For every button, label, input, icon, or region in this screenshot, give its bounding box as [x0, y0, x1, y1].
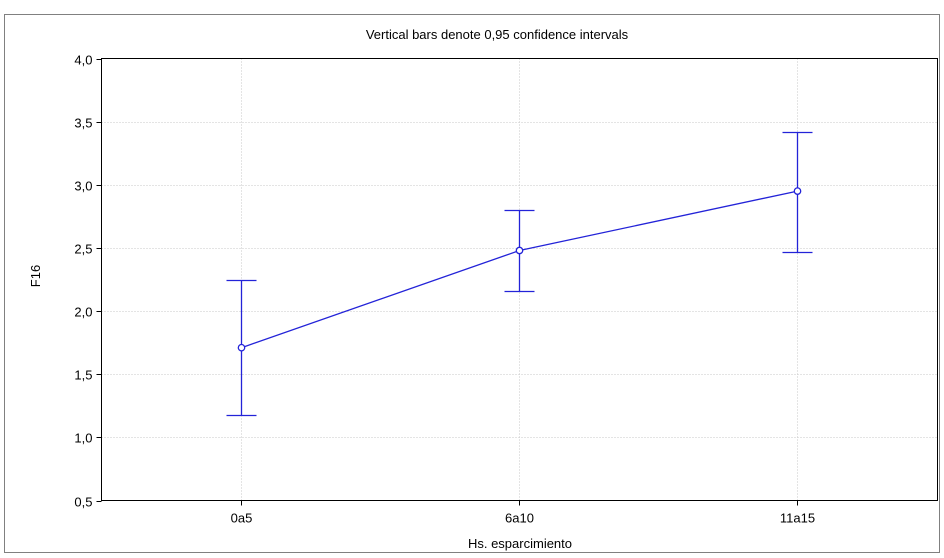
- plot-area-frame: [101, 58, 938, 501]
- y-tick-label: 3,5: [74, 116, 92, 131]
- y-tick-label: 4,0: [74, 53, 92, 68]
- data-point: [237, 343, 246, 352]
- series-layer: [226, 131, 813, 417]
- y-tick-label: 2,0: [74, 305, 92, 320]
- x-axis-title: Hs. esparcimiento: [468, 536, 572, 551]
- x-tick-label: 6a10: [505, 511, 534, 526]
- tick-layer: 0,5 1,0 1,5 2,0 2,5 3,0 3,5 4,0 0a5 6a10 11a15: [74, 53, 815, 526]
- data-point: [515, 246, 524, 255]
- outer-border: [4, 14, 940, 553]
- data-point: [793, 187, 802, 195]
- x-tick-label: 11a15: [780, 511, 815, 526]
- y-axis-title: F16: [28, 265, 43, 287]
- y-tick-label: 3,0: [74, 179, 92, 194]
- y-tick-label: 1,5: [74, 368, 92, 383]
- x-tick-label: 0a5: [231, 511, 253, 526]
- y-tick-label: 1,0: [74, 431, 92, 446]
- chart-title: Vertical bars denote 0,95 confidence int…: [366, 27, 629, 42]
- y-tick-label: 2,5: [74, 242, 92, 257]
- y-tick-label: 0,5: [74, 495, 92, 510]
